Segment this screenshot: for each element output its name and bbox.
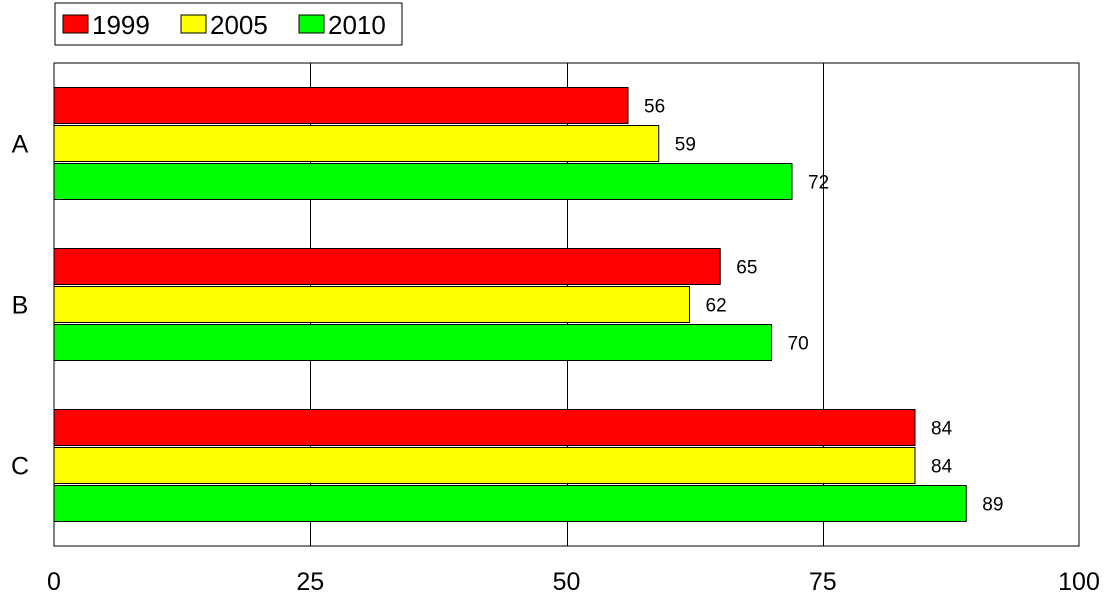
data-label: 70 <box>788 334 809 355</box>
legend: 1999 2005 2010 <box>54 2 403 46</box>
data-labels: 56 59 72 65 62 70 84 84 89 <box>644 97 1003 516</box>
data-label: 65 <box>736 258 757 279</box>
bar-B-1999 <box>53 248 721 285</box>
data-label: 62 <box>706 296 727 317</box>
bar-C-2005 <box>53 447 916 484</box>
bar-C-1999 <box>53 409 916 446</box>
x-tick-label: 50 <box>553 568 581 593</box>
bar-B-2010 <box>53 324 772 361</box>
legend-label: 2010 <box>328 10 386 40</box>
x-tick-label: 100 <box>1058 568 1100 593</box>
data-label: 84 <box>931 457 953 478</box>
bar-A-1999 <box>53 87 629 124</box>
bar-A-2005 <box>53 125 660 162</box>
legend-box <box>54 2 403 46</box>
category-label: B <box>12 292 29 320</box>
category-labels: A B C <box>11 131 29 481</box>
legend-swatch <box>298 14 325 34</box>
legend-swatch <box>180 14 207 34</box>
category-label: A <box>12 131 29 159</box>
category-label: C <box>11 453 29 481</box>
bar-C-2010 <box>53 485 967 522</box>
bars <box>53 87 967 522</box>
x-tick-label: 25 <box>296 568 324 593</box>
legend-swatch <box>62 14 89 34</box>
x-axis-tick-labels: 0 25 50 75 100 <box>47 568 1100 593</box>
data-label: 89 <box>982 495 1003 516</box>
data-label: 72 <box>808 173 829 194</box>
bar-B-2005 <box>53 286 690 323</box>
bar-A-2010 <box>53 163 793 200</box>
data-label: 56 <box>644 97 665 118</box>
data-label: 59 <box>675 135 696 156</box>
legend-label: 2005 <box>210 10 268 40</box>
x-tick-label: 75 <box>809 568 837 593</box>
x-tick-label: 0 <box>47 568 61 593</box>
data-label: 84 <box>931 419 953 440</box>
legend-label: 1999 <box>92 10 150 40</box>
